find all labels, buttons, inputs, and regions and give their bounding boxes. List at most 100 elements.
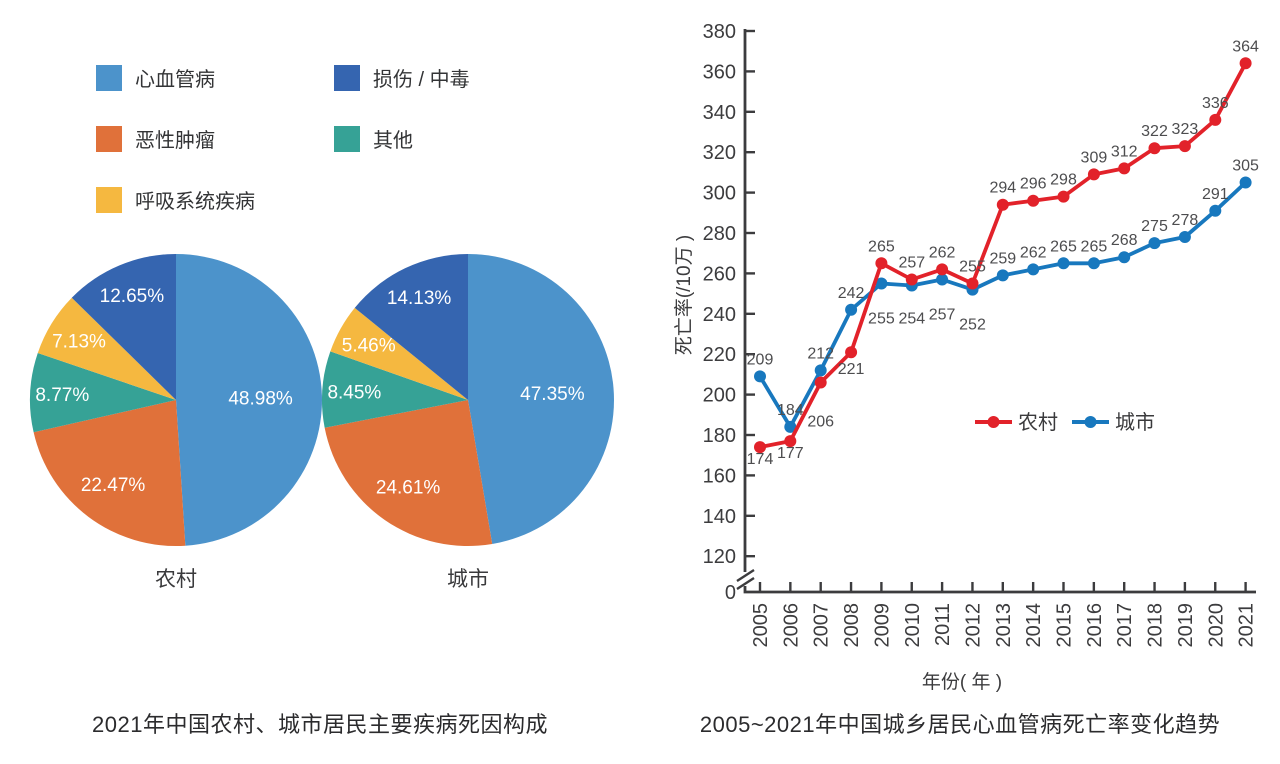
data-point-urban (845, 303, 858, 316)
pie-slice (324, 400, 493, 546)
legend-swatch-other (334, 125, 360, 152)
pie-slice-percentage-label: 7.13% (52, 331, 106, 352)
pie-slice (468, 254, 614, 544)
data-point-urban (1057, 257, 1070, 270)
data-label-rural: 294 (989, 180, 1016, 197)
legend-swatch-respiratory (96, 186, 122, 213)
legend-item-injury-poisoning: 损伤 / 中毒 (334, 63, 470, 92)
data-label-rural: 262 (929, 244, 956, 261)
y-axis-break-icon (736, 568, 755, 591)
data-point-urban (1239, 176, 1252, 189)
y-tick-label: 340 (703, 102, 736, 124)
data-point-rural (875, 257, 888, 270)
pie-slice-percentage-label: 22.47% (81, 475, 146, 496)
pie-slice-percentage-label: 8.45% (327, 383, 381, 404)
data-label-rural: 296 (1020, 176, 1047, 193)
data-label-urban: 268 (1111, 232, 1138, 249)
data-label-rural: 309 (1081, 149, 1108, 166)
legend-item-cardiovascular: 心血管病 (96, 63, 215, 92)
y-tick-label: 300 (703, 183, 736, 205)
pie-slice-percentage-label: 14.13% (387, 288, 452, 309)
data-point-rural (1027, 194, 1040, 207)
chart-legend-label-rural: 农村 (1018, 411, 1058, 434)
data-label-urban: 291 (1202, 186, 1229, 203)
pie-slice-percentage-label: 24.61% (376, 477, 441, 498)
y-origin-label: 0 (725, 582, 736, 604)
data-point-rural (814, 376, 827, 389)
data-label-urban: 262 (1020, 244, 1047, 261)
x-tick-label: 2016 (1084, 603, 1106, 648)
data-label-rural: 322 (1141, 123, 1168, 140)
data-point-rural (1057, 190, 1070, 203)
line-chart-caption: 2005~2021年中国城乡居民心血管病死亡率变化趋势 (699, 712, 1221, 737)
x-tick-label: 2012 (962, 603, 984, 648)
pie-slice (322, 351, 468, 428)
data-label-urban: 209 (747, 351, 774, 368)
legend-swatch-injury-poisoning (334, 64, 360, 91)
x-tick-label: 2007 (811, 603, 833, 648)
y-tick-label: 180 (703, 425, 736, 447)
pie-slice (71, 254, 176, 400)
chart-legend-label-urban: 城市 (1115, 411, 1155, 434)
x-tick-label: 2009 (871, 603, 893, 648)
pie-slice-percentage-label: 12.65% (100, 286, 165, 307)
data-point-rural (966, 277, 979, 290)
x-axis-title: 年份( 年 ) (922, 671, 1002, 693)
data-label-rural: 312 (1111, 143, 1138, 160)
data-point-urban (754, 370, 766, 383)
data-label-urban: 305 (1232, 158, 1259, 175)
data-point-urban (875, 277, 888, 290)
data-label-urban: 265 (1050, 238, 1077, 255)
pie-slice-percentage-label: 8.77% (35, 385, 89, 406)
x-tick-label: 2014 (1023, 603, 1045, 648)
data-label-urban: 278 (1172, 212, 1199, 229)
data-label-rural: 336 (1202, 95, 1229, 112)
data-label-rural: 364 (1232, 38, 1259, 55)
data-label-urban: 257 (929, 307, 956, 324)
data-label-urban: 252 (959, 317, 986, 334)
legend-swatch-cardiovascular (96, 64, 122, 91)
pie-title: 农村 (155, 568, 197, 591)
legend-item-malignant-tumor: 恶性肿瘤 (96, 124, 215, 153)
y-tick-label: 320 (703, 142, 736, 164)
pie-slice-percentage-label: 47.35% (520, 384, 585, 405)
y-tick-label: 240 (703, 304, 736, 326)
y-tick-label: 380 (703, 21, 736, 43)
pie-title: 城市 (447, 568, 489, 591)
x-tick-label: 2017 (1114, 603, 1136, 648)
data-label-rural: 206 (807, 414, 834, 431)
data-point-rural (1087, 168, 1100, 181)
x-tick-label: 2006 (780, 603, 802, 648)
data-point-rural (1118, 162, 1131, 175)
data-point-rural (754, 441, 766, 454)
data-label-rural: 265 (868, 238, 895, 255)
data-point-rural (1239, 57, 1252, 70)
data-point-urban (936, 273, 949, 286)
legend-label-other: 其他 (373, 130, 413, 152)
chart-legend-marker-urban (1084, 416, 1097, 428)
data-point-urban (996, 269, 1009, 282)
data-point-rural (1178, 140, 1191, 153)
data-label-urban: 255 (868, 311, 895, 328)
y-tick-label: 220 (703, 344, 736, 366)
pie-slice (30, 352, 177, 433)
data-point-urban (784, 420, 797, 433)
data-label-urban: 265 (1081, 238, 1108, 255)
y-tick-label: 260 (703, 263, 736, 285)
data-point-urban (1118, 251, 1131, 264)
pie-charts-svg: 48.98% 22.47% 8.77% 7.13% 12.65% 农村 47.35% 24.6… (30, 254, 614, 591)
y-tick-label: 160 (703, 465, 736, 487)
data-point-urban (1087, 257, 1100, 270)
y-tick-label: 360 (703, 61, 736, 83)
data-label-rural: 221 (838, 361, 865, 378)
pie-slice (330, 307, 468, 400)
pie-chart-caption: 2021年中国农村、城市居民主要疾病死因构成 (92, 712, 548, 737)
x-tick-label: 2008 (841, 603, 863, 648)
data-point-rural (784, 435, 797, 448)
pie-slice (37, 297, 176, 400)
data-label-rural: 323 (1172, 121, 1199, 138)
data-point-urban (1027, 263, 1040, 276)
data-point-rural (845, 346, 858, 359)
x-tick-label: 2020 (1205, 603, 1227, 648)
pie-slice-percentage-label: 5.46% (342, 335, 396, 356)
